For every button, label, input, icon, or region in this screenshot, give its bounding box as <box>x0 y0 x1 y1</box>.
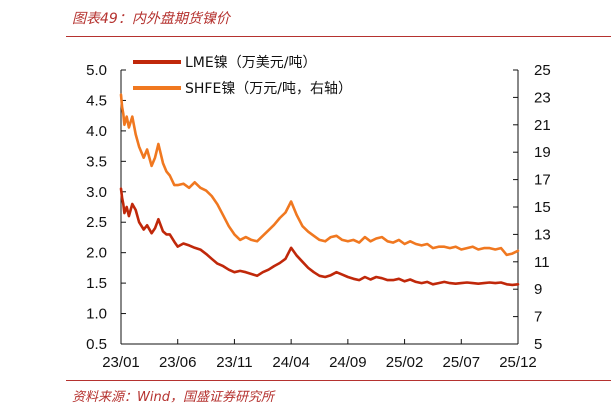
right-tick-label: 13 <box>534 226 551 243</box>
right-tick-label: 5 <box>534 336 542 353</box>
right-tick-label: 7 <box>534 309 542 326</box>
left-axis-ticks: 0.5 1.0 1.5 2.0 2.5 3.0 3.5 4.0 4.5 5.0 <box>86 62 126 353</box>
x-tick-label: 23/11 <box>216 354 252 371</box>
left-tick-label: 1.0 <box>86 306 107 323</box>
figure-title: 图表49：内外盘期货镍价 <box>72 11 230 27</box>
left-tick-label: 3.0 <box>86 184 107 201</box>
lme-nickel-line <box>119 187 520 287</box>
left-tick-label: 2.0 <box>86 245 107 262</box>
legend-label: SHFE镍（万元/吨，右轴） <box>185 81 352 97</box>
left-tick-label: 2.5 <box>86 214 107 231</box>
x-tick-label: 23/01 <box>102 354 140 371</box>
x-tick-label: 23/06 <box>159 354 197 371</box>
legend-label: LME镍（万美元/吨） <box>185 55 316 71</box>
legend: LME镍（万美元/吨） SHFE镍（万元/吨，右轴） <box>133 55 352 97</box>
source-rule <box>66 380 611 381</box>
title-rule <box>66 36 611 37</box>
right-tick-label: 21 <box>534 117 551 134</box>
right-tick-label: 25 <box>534 62 551 79</box>
series-lines <box>119 93 520 287</box>
x-tick-label: 25/07 <box>443 354 481 371</box>
x-tick-label: 24/04 <box>272 354 310 371</box>
right-tick-label: 11 <box>534 254 550 271</box>
right-tick-label: 23 <box>534 89 551 106</box>
x-tick-label: 25/02 <box>386 354 424 371</box>
right-axis-ticks: 5 7 9 11 13 15 17 19 21 23 25 <box>513 62 551 353</box>
source-note: 资料来源：Wind，国盛证券研究所 <box>72 390 274 405</box>
left-tick-label: 1.5 <box>86 275 107 292</box>
x-tick-label: 24/09 <box>329 354 367 371</box>
left-tick-label: 3.5 <box>86 153 107 170</box>
chart-axes <box>120 70 519 345</box>
right-tick-label: 9 <box>534 281 542 298</box>
right-tick-label: 17 <box>534 172 551 189</box>
right-tick-label: 15 <box>534 199 551 216</box>
left-tick-label: 4.0 <box>86 123 107 140</box>
left-tick-label: 4.5 <box>86 92 107 109</box>
x-tick-label: 25/12 <box>499 354 537 371</box>
shfe-nickel-line <box>119 93 520 257</box>
left-tick-label: 5.0 <box>86 62 107 79</box>
x-axis-ticks: 23/01 23/06 23/11 24/04 24/09 25/02 25/07 25/12 <box>102 339 537 371</box>
right-tick-label: 19 <box>534 144 551 161</box>
left-tick-label: 0.5 <box>86 336 107 353</box>
